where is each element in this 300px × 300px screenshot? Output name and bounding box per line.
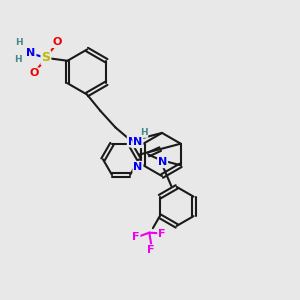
- Text: H: H: [140, 128, 148, 137]
- Text: H: H: [14, 55, 22, 64]
- Text: O: O: [52, 37, 62, 47]
- Text: O: O: [30, 68, 39, 78]
- Text: N: N: [158, 157, 167, 167]
- Text: N: N: [26, 48, 35, 58]
- Text: N: N: [133, 162, 142, 172]
- Text: N: N: [133, 137, 142, 147]
- Text: F: F: [147, 245, 154, 255]
- Text: F: F: [132, 232, 140, 242]
- Text: S: S: [41, 51, 50, 64]
- Text: N: N: [128, 136, 137, 147]
- Text: F: F: [158, 229, 166, 239]
- Text: H: H: [15, 38, 23, 47]
